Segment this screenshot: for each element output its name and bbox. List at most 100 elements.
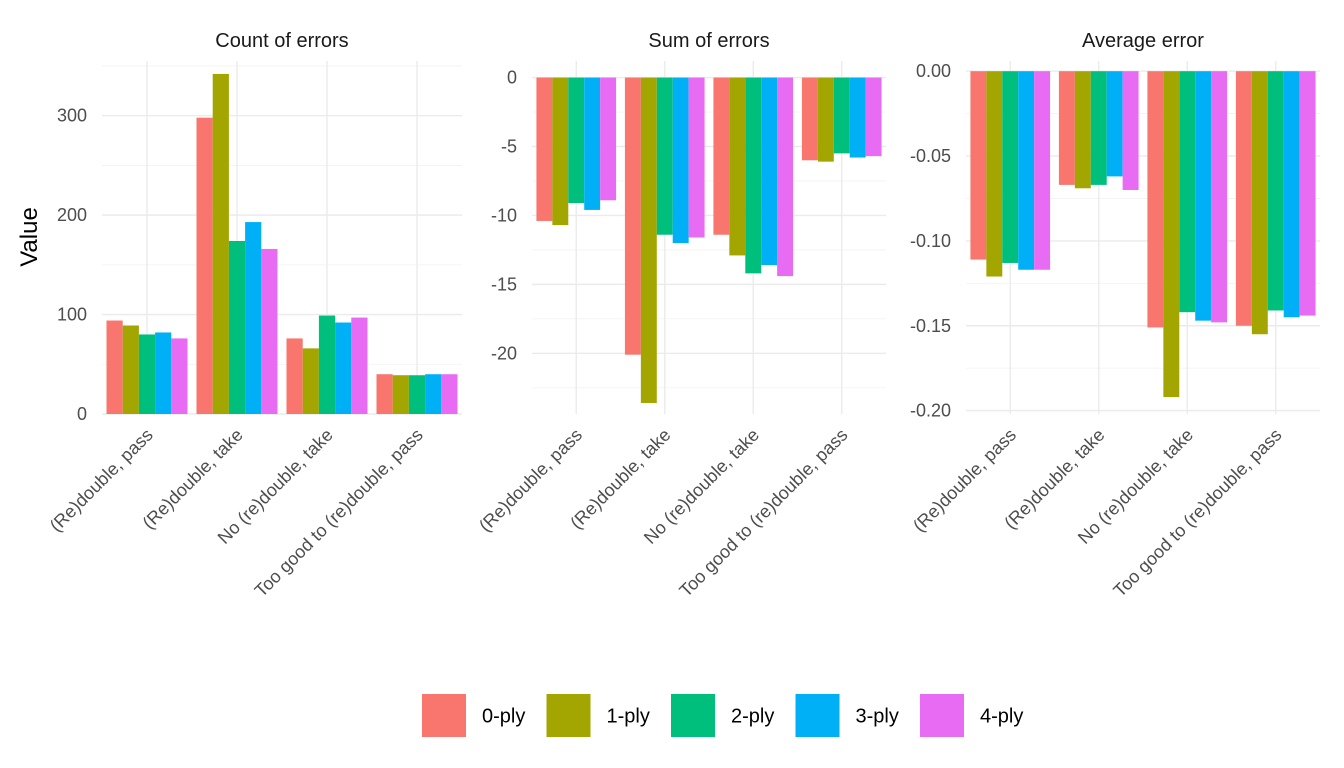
y-tick-label: -5	[501, 136, 517, 156]
y-tick-label: -0.20	[910, 401, 951, 421]
panel-title: Sum of errors	[648, 30, 769, 52]
legend-key	[795, 694, 840, 737]
bar-1-ply	[552, 77, 569, 226]
bar-1-ply	[640, 77, 657, 403]
legend-key	[422, 694, 466, 737]
bar-1-ply	[1251, 71, 1268, 335]
bar-0-ply	[1058, 71, 1075, 185]
legend-key	[920, 694, 964, 737]
legend-label: 3-ply	[856, 706, 899, 728]
bar-3-ply	[1018, 71, 1035, 270]
bar-4-ply	[1299, 71, 1316, 316]
bar-0-ply	[106, 320, 123, 414]
bar-0-ply	[536, 77, 553, 221]
legend-item-3-ply: 3-ply	[795, 694, 899, 737]
y-tick-label: -0.10	[910, 231, 951, 251]
y-tick-label: 0	[507, 68, 517, 88]
panel-title: Count of errors	[215, 30, 348, 52]
bar-4-ply	[351, 317, 368, 414]
bar-3-ply	[335, 322, 352, 414]
bar-2-ply	[228, 240, 246, 414]
bar-1-ply	[1163, 71, 1180, 398]
y-tick-label: 0.00	[916, 61, 951, 81]
y-tick-label: 200	[57, 205, 87, 225]
bar-4-ply	[261, 248, 278, 414]
legend-item-2-ply: 2-ply	[671, 694, 774, 737]
bar-4-ply	[865, 77, 882, 157]
legend-label: 2-ply	[731, 706, 774, 728]
bar-1-ply	[212, 73, 229, 414]
bar-4-ply	[600, 77, 617, 201]
bar-4-ply	[688, 77, 705, 238]
y-tick-label: -0.05	[910, 146, 951, 166]
bar-0-ply	[624, 77, 641, 355]
bar-1-ply	[302, 348, 319, 414]
y-tick-label: 0	[77, 404, 87, 424]
legend: 0-ply 1-ply 2-ply 3-ply 4-ply	[422, 694, 1023, 737]
bar-2-ply	[656, 77, 673, 235]
bar-2-ply	[1002, 71, 1019, 263]
legend-item-4-ply: 4-ply	[920, 694, 1023, 737]
bar-2-ply	[833, 77, 850, 154]
bar-0-ply	[376, 374, 393, 414]
legend-item-1-ply: 1-ply	[546, 694, 650, 737]
bar-2-ply	[1090, 71, 1107, 185]
legend-item-0-ply: 0-ply	[422, 694, 525, 737]
bar-4-ply	[1034, 71, 1051, 270]
bar-0-ply	[970, 71, 987, 260]
x-tick-label: Too good to (re)double, pass	[1109, 425, 1285, 601]
panel-title: Average error	[1082, 30, 1204, 52]
y-tick-label: -15	[491, 274, 517, 294]
bar-2-ply	[1267, 71, 1284, 311]
bar-4-ply	[1122, 71, 1139, 190]
legend-key	[671, 694, 715, 737]
bar-0-ply	[286, 338, 303, 414]
bar-2-ply	[408, 375, 426, 414]
bar-3-ply	[761, 77, 778, 266]
y-axis-title: Value	[16, 207, 43, 267]
bar-3-ply	[245, 222, 262, 414]
bar-1-ply	[392, 375, 409, 414]
bar-1-ply	[122, 325, 139, 414]
bar-1-ply	[1074, 71, 1091, 189]
legend-label: 0-ply	[482, 706, 525, 728]
bar-2-ply	[568, 77, 585, 204]
bar-3-ply	[425, 374, 442, 414]
bar-0-ply	[713, 77, 730, 235]
bar-4-ply	[171, 338, 188, 414]
legend-label: 1-ply	[607, 706, 650, 728]
bar-3-ply	[1283, 71, 1300, 318]
bar-3-ply	[672, 77, 689, 244]
bar-1-ply	[817, 77, 834, 162]
y-tick-label: -20	[491, 343, 517, 363]
bar-4-ply	[777, 77, 794, 277]
bar-0-ply	[1235, 71, 1252, 326]
bar-4-ply	[441, 374, 458, 414]
x-tick-label: Too good to (re)double, pass	[675, 425, 851, 601]
bar-3-ply	[1195, 71, 1212, 321]
legend-label: 4-ply	[980, 706, 1023, 728]
bar-0-ply	[801, 77, 818, 161]
bar-3-ply	[849, 77, 866, 158]
bar-0-ply	[1147, 71, 1164, 328]
bar-4-ply	[1211, 71, 1228, 323]
bar-2-ply	[1179, 71, 1196, 313]
bar-1-ply	[986, 71, 1003, 277]
bar-3-ply	[155, 332, 172, 414]
y-tick-label: 300	[57, 106, 87, 126]
bar-2-ply	[138, 334, 156, 414]
x-tick-label: Too good to (re)double, pass	[251, 425, 427, 601]
bar-2-ply	[745, 77, 762, 274]
y-tick-label: -0.15	[910, 316, 951, 336]
bar-3-ply	[1106, 71, 1123, 177]
bar-3-ply	[584, 77, 601, 210]
bar-1-ply	[729, 77, 746, 256]
y-tick-label: -10	[491, 205, 517, 225]
y-tick-label: 100	[57, 305, 87, 325]
bar-2-ply	[318, 315, 336, 414]
